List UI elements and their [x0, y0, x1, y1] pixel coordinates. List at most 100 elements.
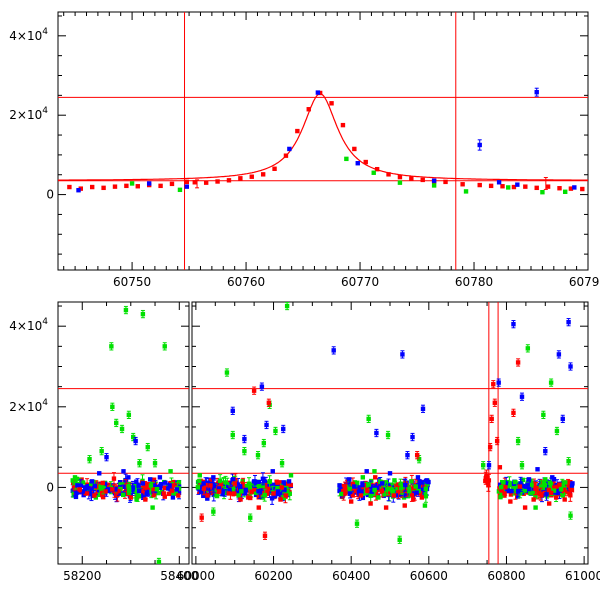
top-point-red: [295, 128, 300, 134]
bottom-cluster-point-red: [100, 492, 105, 498]
bottom-point-green: [566, 459, 571, 464]
bottom-cluster-point-blue: [505, 488, 511, 494]
bottom-cluster-point-green: [499, 492, 504, 498]
bottom-point-green: [137, 461, 142, 466]
bottom-cluster-point-red: [219, 483, 224, 488]
bottom-point-red: [84, 491, 90, 496]
bottom-cluster-point-green: [71, 490, 76, 495]
bottom-cluster-point-blue: [121, 484, 126, 489]
bottom-point-blue: [104, 454, 109, 460]
bottom-point-blue: [374, 430, 379, 436]
bottom-ytick-label: 2×104: [9, 398, 48, 414]
bottom-plot-frame-0: [57, 301, 190, 565]
top-point-blue: [355, 161, 360, 166]
bottom-cluster-point-red: [340, 483, 345, 489]
top-point-green: [344, 156, 349, 162]
top-ytick-label: 0: [46, 188, 54, 202]
bottom-ytick-exponent: 4: [42, 317, 48, 327]
bottom-point-blue: [82, 489, 87, 494]
top-xtick-label: 60760: [227, 275, 265, 289]
bottom-point-blue: [126, 475, 131, 480]
bottom-point-green: [372, 469, 377, 474]
bottom-point-red: [128, 495, 133, 500]
bottom-cluster-point-red: [265, 486, 271, 492]
bottom-point-red: [266, 400, 272, 405]
bottom-cluster-point-red: [275, 480, 280, 485]
bottom-cluster-point-blue: [282, 487, 287, 492]
bottom-cluster-point-green: [156, 490, 161, 496]
bottom-point-red: [232, 481, 237, 486]
top-point-green: [431, 183, 437, 188]
top-xtick-label: 60750: [113, 275, 151, 289]
bottom-point-green: [99, 448, 104, 454]
bottom-cluster-point-red: [565, 480, 570, 485]
bottom-cluster-point-green: [126, 489, 132, 494]
top-point-green: [177, 187, 183, 193]
bottom-point-blue: [211, 475, 216, 480]
bottom-cluster-point-blue: [74, 490, 79, 496]
bottom-cluster-point-blue: [337, 488, 342, 494]
bottom-cluster-point-blue: [198, 489, 204, 494]
bottom-cluster-point-red: [503, 485, 508, 490]
bottom-xtick-label: 60400: [332, 569, 370, 583]
bottom-point-green: [224, 370, 230, 375]
bottom-point-red: [226, 491, 232, 496]
bottom-point-red: [246, 495, 251, 500]
bottom-point-blue: [242, 436, 247, 442]
bottom-cluster-point-blue: [555, 490, 560, 496]
top-point-red: [460, 182, 465, 187]
bottom-cluster-point-blue: [360, 482, 365, 488]
bottom-point-green: [162, 344, 167, 349]
top-point-red: [203, 180, 209, 185]
bottom-cluster-point-green: [541, 480, 547, 485]
bottom-cluster-point-red: [151, 487, 157, 492]
bottom-point-blue: [281, 426, 286, 432]
bottom-cluster-point-red: [256, 495, 261, 500]
bottom-point-blue: [113, 487, 118, 492]
bottom-point-red: [553, 495, 559, 500]
top-ytick-exponent: 4: [42, 106, 48, 116]
bottom-cluster-point-blue: [281, 480, 286, 485]
bottom-cluster-point-red: [145, 485, 151, 490]
bottom-cluster-point-green: [520, 477, 526, 483]
top-point-red: [329, 101, 334, 106]
bottom-point-blue: [259, 384, 265, 389]
bottom-point-green: [560, 493, 565, 498]
bottom-point-blue: [133, 438, 138, 444]
top-point-red: [374, 166, 380, 172]
top-point-red: [545, 184, 551, 189]
bottom-cluster-point-red: [394, 484, 399, 489]
top-point-red: [580, 186, 585, 192]
top-point-blue: [534, 89, 539, 95]
top-point-red: [135, 184, 140, 189]
bottom-cluster-point-green: [281, 495, 287, 501]
top-xtick-label: 60780: [455, 275, 493, 289]
top-point-blue: [477, 142, 482, 148]
top-point-blue: [76, 188, 81, 193]
top-point-green: [371, 170, 376, 175]
top-point-red: [249, 174, 254, 179]
bottom-point-red: [368, 501, 373, 506]
bottom-point-green: [288, 473, 294, 478]
bottom-point-red: [348, 499, 354, 504]
bottom-cluster-point-red: [551, 481, 556, 486]
bottom-point-blue: [270, 469, 275, 474]
bottom-point-green: [273, 428, 278, 434]
bottom-point-red: [419, 495, 425, 500]
bottom-point-green: [168, 469, 173, 474]
bottom-cluster-point-green: [118, 482, 123, 487]
bottom-point-blue: [121, 469, 126, 474]
bottom-cluster-point-blue: [170, 495, 176, 500]
bottom-cluster-point-red: [208, 478, 214, 483]
bottom-cluster-point-blue: [525, 482, 530, 487]
top-point-blue: [287, 146, 292, 152]
bottom-cluster-point-green: [197, 478, 202, 484]
bottom-cluster-point-green: [533, 494, 538, 499]
bottom-point-blue: [535, 467, 540, 472]
bottom-cluster-point-blue: [141, 494, 146, 499]
bottom-cluster-point-green: [498, 494, 503, 500]
top-point-red: [184, 179, 189, 185]
bottom-point-blue: [337, 483, 342, 488]
bottom-point-blue: [410, 434, 415, 440]
